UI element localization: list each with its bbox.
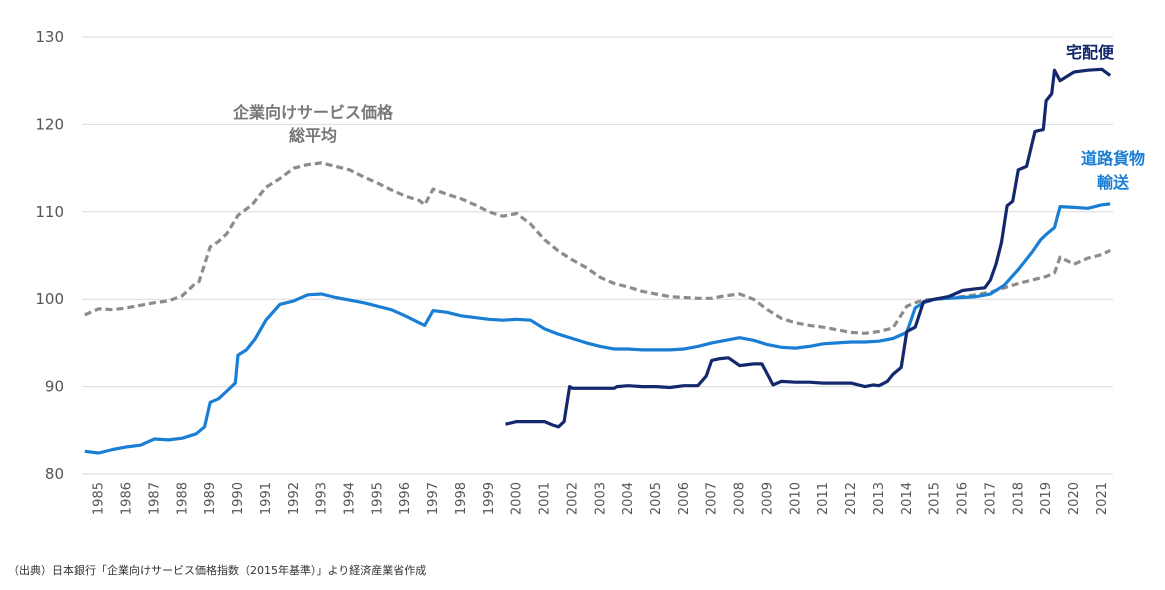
label-road-freight-line: 輸送: [1097, 173, 1130, 192]
x-tick-label: 1985: [92, 482, 107, 515]
x-tick-label: 2011: [816, 482, 831, 515]
x-tick-label: 2009: [760, 482, 775, 515]
x-tick-label: 2013: [872, 482, 887, 515]
x-tick-label: 2015: [928, 482, 943, 515]
label-service-price-average-line: 企業向けサービス価格: [232, 103, 394, 122]
x-tick-label: 1987: [147, 482, 162, 515]
label-road-freight-line: 道路貨物: [1081, 149, 1145, 168]
x-tick-label: 1999: [482, 482, 497, 515]
x-tick-label: 2018: [1011, 482, 1026, 515]
x-tick-label: 2006: [677, 482, 692, 515]
x-tick-label: 1988: [175, 482, 190, 515]
x-tick-label: 2000: [510, 482, 525, 515]
label-parcel-delivery-line: 宅配便: [1066, 43, 1115, 62]
x-tick-label: 1995: [370, 482, 385, 515]
x-tick-label: 2017: [983, 482, 998, 515]
x-tick-label: 2014: [900, 482, 915, 515]
x-tick-label: 1993: [315, 482, 330, 515]
x-tick-label: 2008: [733, 482, 748, 515]
x-tick-label: 1996: [398, 482, 413, 515]
x-tick-label: 2012: [844, 482, 859, 515]
series-lines: [84, 67, 1112, 455]
y-tick-label: 90: [45, 378, 64, 396]
y-tick-label: 110: [35, 203, 64, 221]
x-tick-label: 1997: [426, 482, 441, 515]
x-tick-label: 1989: [203, 482, 218, 515]
x-tick-label: 2016: [956, 482, 971, 515]
label-service-price-average-line: 総平均: [289, 126, 337, 145]
x-tick-label: 2005: [649, 482, 664, 515]
gridlines: [82, 36, 1113, 475]
x-tick-label: 2021: [1095, 482, 1110, 515]
x-tick-label: 2001: [538, 482, 553, 515]
x-tick-label: 1986: [120, 482, 135, 515]
series-line-road-freight: [84, 202, 1111, 455]
x-tick-label: 1992: [287, 482, 302, 515]
y-axis: 80 90 100 110 120 130: [35, 28, 64, 483]
y-tick-label: 130: [35, 28, 64, 46]
x-tick-label: 2019: [1039, 482, 1054, 515]
x-axis: 1985 1986 1987 1988 1989 1990 1991 1992 1993 1994…: [92, 482, 1110, 515]
x-tick-label: 1998: [454, 482, 469, 515]
source-note: （出典）日本銀行「企業向けサービス価格指数（2015年基準）」より経済産業省作成: [8, 564, 427, 577]
y-tick-label: 120: [35, 115, 64, 133]
x-tick-label: 2007: [705, 482, 720, 515]
x-tick-label: 2003: [593, 482, 608, 515]
label-service-price-average: 企業向けサービス価格総平均: [232, 103, 394, 145]
y-tick-label: 80: [45, 465, 64, 483]
x-tick-label: 1990: [231, 482, 246, 515]
series-line-service-price-average: [84, 161, 1111, 335]
x-tick-label: 2020: [1067, 482, 1082, 515]
y-tick-label: 100: [35, 290, 64, 308]
label-parcel-delivery: 宅配便: [1066, 43, 1115, 62]
series-line-parcel-delivery: [505, 67, 1112, 429]
label-road-freight: 道路貨物輸送: [1081, 149, 1145, 192]
x-tick-label: 2002: [565, 482, 580, 515]
x-tick-label: 2004: [621, 482, 636, 515]
x-tick-label: 1991: [259, 482, 274, 515]
x-tick-label: 2010: [788, 482, 803, 515]
x-tick-label: 1994: [343, 482, 358, 515]
